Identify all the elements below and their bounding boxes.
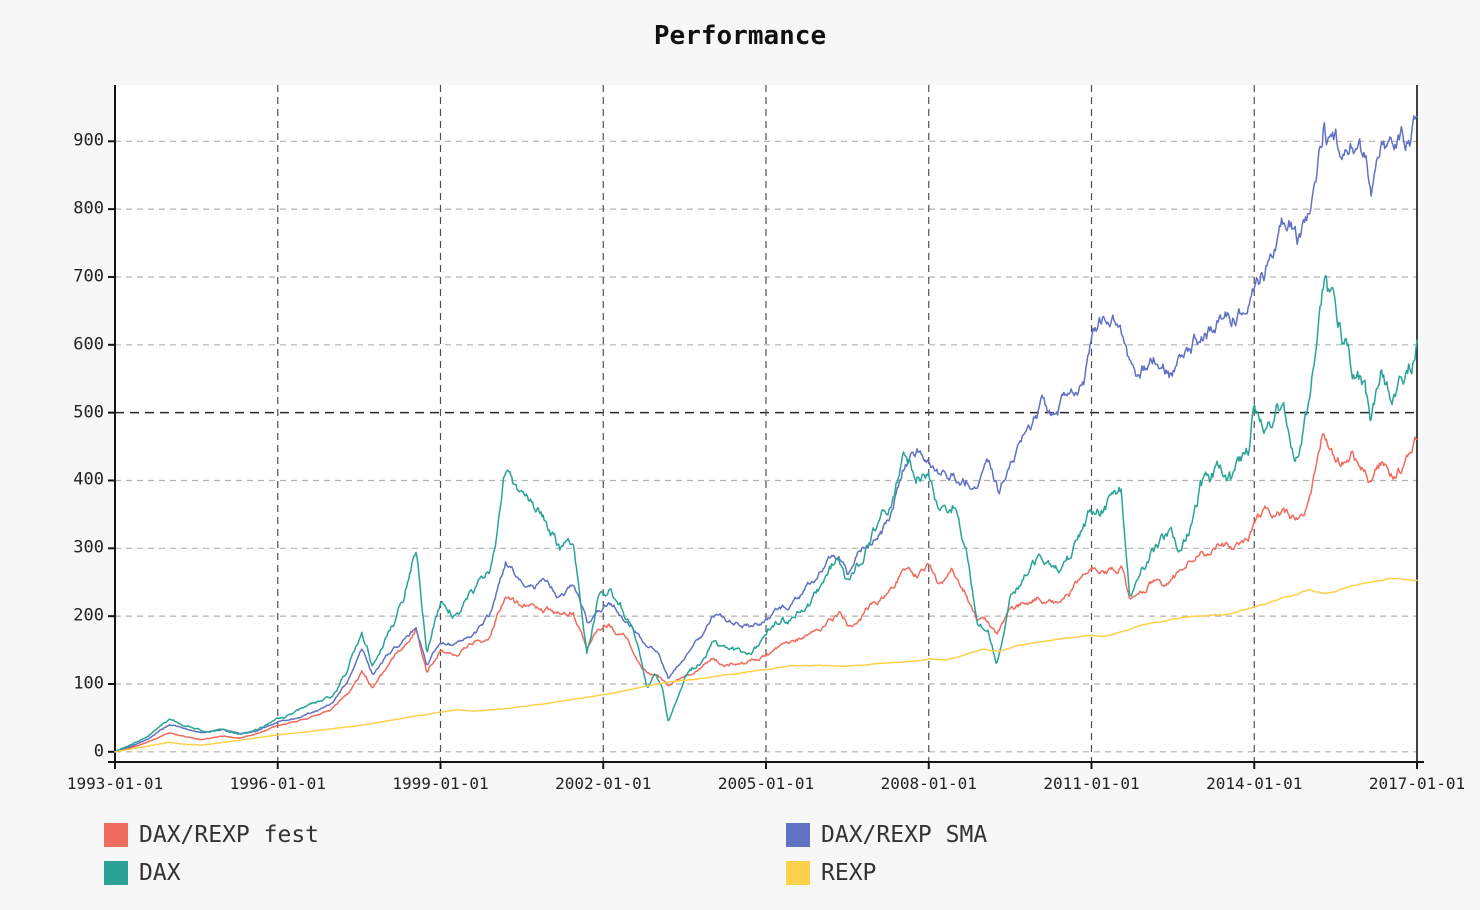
legend-item: DAX/REXP SMA [786, 820, 987, 850]
y-tick-label: 700 [73, 266, 104, 287]
y-tick-label: 400 [73, 470, 104, 491]
x-tick-label: 2002-01-01 [555, 774, 652, 793]
legend-swatch [786, 823, 810, 847]
x-tick-label: 2017-01-01 [1368, 774, 1466, 793]
legend-label: REXP [821, 860, 877, 886]
legend-item: DAX [104, 858, 181, 888]
legend-label: DAX/REXP SMA [821, 822, 988, 848]
x-tick-label: 1999-01-01 [392, 774, 489, 793]
y-tick-label: 0 [93, 741, 104, 762]
x-tick-label: 1996-01-01 [229, 774, 326, 793]
legend-item: REXP [786, 858, 876, 888]
legend-label: DAX/REXP fest [139, 822, 320, 848]
y-tick-label: 600 [73, 334, 104, 355]
y-tick-label: 200 [73, 605, 104, 626]
legend-label: DAX [139, 860, 181, 886]
x-tick-label: 2008-01-01 [880, 774, 977, 793]
y-tick-label: 100 [73, 673, 104, 694]
x-tick-label: 2014-01-01 [1206, 774, 1303, 793]
legend-item: DAX/REXP fest [104, 820, 319, 850]
x-tick-label: 2011-01-01 [1043, 774, 1140, 793]
y-tick-label: 900 [73, 130, 104, 151]
legend-swatch [104, 823, 128, 847]
y-tick-label: 800 [73, 198, 104, 219]
y-tick-label: 300 [73, 537, 104, 558]
legend-swatch [104, 861, 128, 885]
chart-title: Performance [653, 21, 827, 51]
legend-swatch [786, 861, 810, 885]
x-tick-label: 2005-01-01 [717, 774, 815, 793]
x-tick-label: 1993-01-01 [66, 774, 164, 793]
y-tick-label: 500 [73, 402, 104, 423]
